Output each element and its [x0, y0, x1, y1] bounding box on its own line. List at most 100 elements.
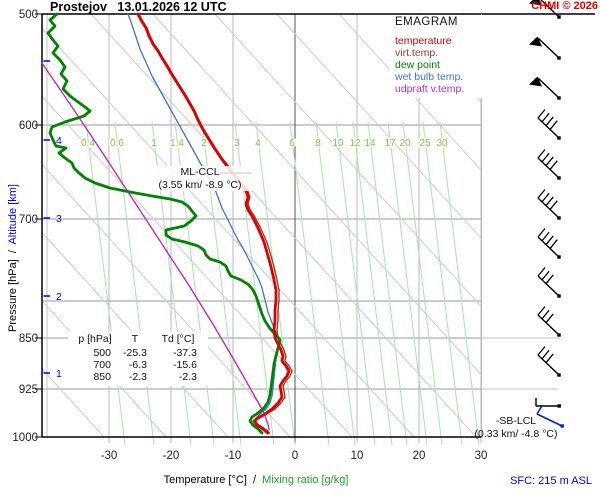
wind-barb-feather [541, 309, 550, 320]
wind-barb-shaft [537, 275, 560, 297]
wind-barb-feather [537, 267, 546, 277]
altitude-label-4: 4 [56, 135, 62, 147]
table-cell: -6.3 [128, 359, 147, 371]
table-cell: -25.3 [123, 347, 147, 359]
y-axis-title-pressure: Pressure [hPa] [7, 259, 19, 332]
wind-barb-pennant [529, 36, 542, 47]
wind-barb-shaft [537, 314, 560, 336]
pressure-label-700: 700 [19, 214, 38, 226]
wind-barb-feather [541, 112, 550, 123]
wind-barb-feather [549, 200, 558, 210]
mixing-ratio-line-12 [352, 121, 393, 446]
table-cell: -2.3 [178, 371, 197, 383]
table-header: Td [°C] [161, 333, 195, 345]
wind-barb-feather [537, 228, 546, 238]
wind-barb-station-dot [560, 424, 564, 428]
table-cell: -15.6 [173, 359, 197, 371]
table-header: p [hPa] [78, 333, 112, 345]
wind-barb [536, 406, 564, 428]
table-cell: 850 [93, 371, 111, 383]
legend-entry-virt-temp: virt.temp. [395, 47, 439, 59]
wind-barb-shaft [537, 77, 560, 99]
mixing-ratio-line-10 [335, 121, 376, 446]
mixing-ratio-label-25: 25 [419, 138, 431, 149]
dry-adiabat [42, 27, 415, 437]
mixing-ratio-line-0.6 [114, 121, 155, 446]
wind-barb-feather [541, 231, 550, 242]
wind-barb-feather [537, 306, 546, 316]
wind-barb [529, 0, 561, 19]
sb-lcl-annotation: -SB-LCL (0.33 km/ -4.8 °C) [462, 415, 570, 440]
wind-barb-feather [545, 235, 554, 245]
temp-label--30: -30 [101, 450, 118, 462]
temp-label--10: -10 [225, 450, 242, 462]
ml-ccl-value: (3.55 km/ -8.9 °C) [158, 178, 242, 191]
altitude-label-1: 1 [56, 368, 62, 380]
table-cell: 700 [93, 359, 111, 371]
table-cell: 500 [93, 347, 111, 359]
wind-barb-feather [549, 239, 558, 249]
mixing-ratio-label-0.6: 0.6 [110, 138, 124, 149]
dry-adiabat [214, 14, 482, 308]
dew-point-curve [46, 12, 282, 435]
ml-ccl-annotation: ML-CCL (3.55 km/ -8.9 °C) [148, 166, 252, 191]
mixing-ratio-label-1.4: 1.4 [170, 138, 184, 149]
wind-barb [529, 76, 561, 100]
sb-lcl-value: (0.33 km/ -4.8 °C) [474, 427, 558, 440]
x-axis-title-temperature: Temperature [°C] [163, 474, 247, 486]
y-axis-title-altitude: Altitude [km] [7, 184, 19, 245]
mixing-ratio-label-12: 12 [349, 138, 361, 149]
dry-adiabat [276, 14, 482, 240]
legend-entry-dew-point: dew point [395, 59, 440, 71]
wind-barb [537, 306, 561, 337]
x-axis-title-separator: / [246, 474, 263, 486]
pressure-label-850: 850 [19, 333, 38, 345]
mixing-ratio-label-0.4: 0.4 [81, 138, 95, 149]
x-axis-title-mixing-ratio: Mixing ratio [g/kg] [262, 474, 349, 486]
wind-barb-pennant [529, 76, 542, 87]
sounding-table: p [hPa] T Td [°C] 500 -25.3 -37.3 700 -6.3 -15.6… [68, 331, 208, 386]
wind-barb [535, 398, 561, 408]
y-axis-title-separator: / [7, 244, 19, 260]
ml-ccl-label: ML-CCL [180, 166, 220, 178]
wind-barb-shaft [537, 117, 560, 139]
mixing-ratio-line-30 [439, 121, 480, 446]
mixing-ratio-line-0.4 [85, 121, 126, 446]
pressure-label-600: 600 [19, 120, 38, 132]
legend: EMAGRAM temperature virt.temp. dew point… [389, 15, 501, 98]
wind-barb-feather [545, 196, 554, 206]
wind-barb-feather [536, 406, 543, 415]
altitude-label-3: 3 [56, 213, 62, 225]
wind-barb-feather [537, 189, 546, 199]
wet-bulb-temperature-curve [127, 13, 280, 434]
wind-barb-shaft [540, 0, 560, 18]
x-axis-title: Temperature [°C] / Mixing ratio [g/kg] [140, 474, 372, 486]
wind-barb-feather [541, 270, 550, 281]
wind-barb [537, 267, 561, 298]
wind-barb-feather [545, 156, 554, 166]
dry-adiabat [152, 14, 482, 376]
wind-barb-shaft [537, 157, 560, 179]
wind-barb-station-dot [557, 404, 561, 408]
dry-adiabat [42, 163, 291, 437]
pressure-label-1000: 1000 [12, 432, 38, 444]
surface-elevation-label: SFC: 215 m ASL [510, 475, 592, 487]
wind-barb [537, 189, 561, 220]
legend-title: EMAGRAM [395, 16, 458, 28]
mixing-ratio-line-14 [367, 121, 408, 446]
wind-barb-feather [537, 109, 546, 119]
pressure-label-500: 500 [19, 9, 38, 21]
mixing-ratio-line-20 [402, 121, 443, 446]
mixing-ratio-label-4: 4 [255, 138, 261, 149]
wind-barb [529, 36, 561, 60]
mixing-ratio-label-1: 1 [151, 138, 157, 149]
y-axis-title: Pressure [hPa] / Altitude [km] [7, 153, 21, 363]
wind-barb [537, 346, 561, 377]
wind-barb [537, 109, 561, 140]
wind-barb-feather [537, 149, 546, 159]
wind-barb-shaft [537, 197, 560, 219]
temp-label-10: 10 [351, 450, 364, 462]
temp-label-30: 30 [475, 450, 488, 462]
mixing-ratio-label-3: 3 [234, 138, 240, 149]
